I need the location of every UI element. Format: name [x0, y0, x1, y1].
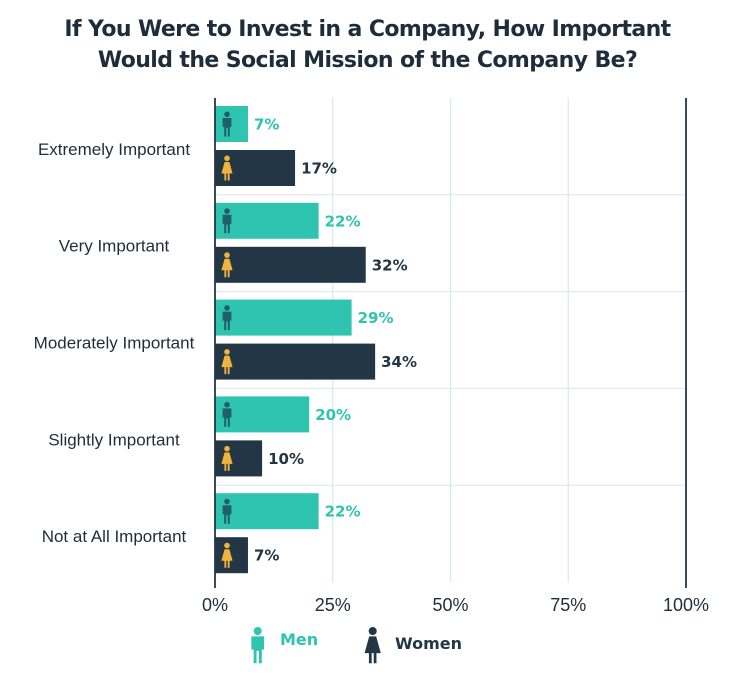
man-icon-slightly-important-body [222, 408, 232, 427]
category-label-not-at-all-important: Not at All Important [42, 527, 187, 546]
chart-title: If You Were to Invest in a Company, How … [0, 14, 735, 76]
woman-icon-extremely-important-body [221, 162, 233, 181]
legend-woman-icon-body [364, 636, 381, 664]
woman-icon-slightly-important-body [221, 452, 233, 471]
man-icon-slightly-important-head [224, 401, 230, 408]
man-icon-not-at-all-important-body [222, 505, 232, 524]
woman-icon-moderately-important-body [221, 355, 233, 375]
bar-men-not-at-all-important [215, 493, 319, 530]
man-icon-not-at-all-important [222, 498, 232, 524]
legend-woman-icon [364, 627, 381, 664]
x-tick-label-50: 50% [432, 595, 468, 615]
axes: 0% 25% 50% 75% 100% [202, 98, 709, 615]
woman-icon-not-at-all-important-body [221, 549, 233, 568]
bar-men-moderately-important [215, 299, 352, 336]
man-icon-very-important-body [222, 214, 232, 234]
woman-icon-very-important-body [221, 258, 233, 278]
man-icon-extremely-important [222, 111, 232, 137]
x-tick-label-0: 0% [202, 595, 228, 615]
labels: 7% 17% Extremely Important 22% 32% Very Impor… [34, 116, 417, 565]
bar-men-extremely-important [215, 106, 248, 142]
woman-icon-not-at-all-important [221, 542, 233, 568]
chart-title-line-2: Would the Social Mission of the Company … [97, 48, 638, 73]
woman-icon-moderately-important-head [224, 349, 230, 355]
value-label-men-very-important: 22% [325, 212, 361, 230]
chart-title-line-1: If You Were to Invest in a Company, How … [64, 17, 671, 42]
legend-label-women: Women [395, 634, 462, 653]
legend-label-men: Men [280, 630, 318, 649]
category-separators [215, 194, 686, 486]
bar-women-very-important [215, 246, 366, 283]
man-icon-not-at-all-important-head [224, 498, 230, 505]
value-label-men-moderately-important: 29% [358, 309, 394, 327]
woman-icon-very-important-head [224, 252, 230, 258]
value-label-men-extremely-important: 7% [254, 116, 279, 134]
category-label-very-important: Very Important [59, 237, 170, 256]
man-icon-moderately-important [222, 305, 232, 331]
woman-icon-slightly-important-head [224, 445, 230, 452]
x-tick-label-75: 75% [550, 595, 586, 615]
woman-icon-moderately-important [221, 349, 233, 375]
woman-icon-not-at-all-important-head [224, 542, 230, 549]
man-icon-very-important-head [224, 208, 230, 214]
legend-man-icon-body [251, 636, 265, 664]
category-label-extremely-important: Extremely Important [38, 140, 190, 159]
legend-woman-icon-head [368, 627, 377, 636]
value-label-women-very-important: 32% [372, 256, 408, 274]
value-label-women-moderately-important: 34% [381, 353, 417, 371]
man-icon-extremely-important-head [224, 111, 230, 118]
woman-icon-extremely-important-head [224, 155, 230, 162]
value-label-women-extremely-important: 17% [301, 160, 337, 178]
value-label-men-not-at-all-important: 22% [325, 503, 361, 521]
x-tick-label-25: 25% [315, 595, 351, 615]
man-icon-slightly-important [222, 401, 232, 427]
bar-women-moderately-important [215, 343, 376, 380]
value-label-women-slightly-important: 10% [268, 450, 304, 468]
bars [215, 106, 376, 574]
man-icon-extremely-important-body [222, 118, 232, 137]
gridlines [332, 98, 569, 582]
bar-men-very-important [215, 202, 319, 239]
legend-man-icon [251, 627, 265, 664]
woman-icon-extremely-important [221, 155, 233, 181]
woman-icon-very-important [221, 252, 233, 278]
legend: Men Women [251, 627, 462, 664]
x-tick-label-100: 100% [663, 595, 709, 615]
man-icon-moderately-important-body [222, 311, 232, 331]
woman-icon-slightly-important [221, 445, 233, 471]
man-icon-moderately-important-head [224, 305, 230, 311]
man-icon-very-important [222, 208, 232, 234]
legend-man-icon-head [253, 627, 262, 636]
category-label-moderately-important: Moderately Important [34, 333, 195, 352]
category-label-slightly-important: Slightly Important [48, 430, 180, 449]
value-label-men-slightly-important: 20% [315, 406, 351, 424]
bar-women-not-at-all-important [215, 537, 248, 574]
value-label-women-not-at-all-important: 7% [254, 547, 279, 565]
bar-women-slightly-important [215, 440, 263, 477]
